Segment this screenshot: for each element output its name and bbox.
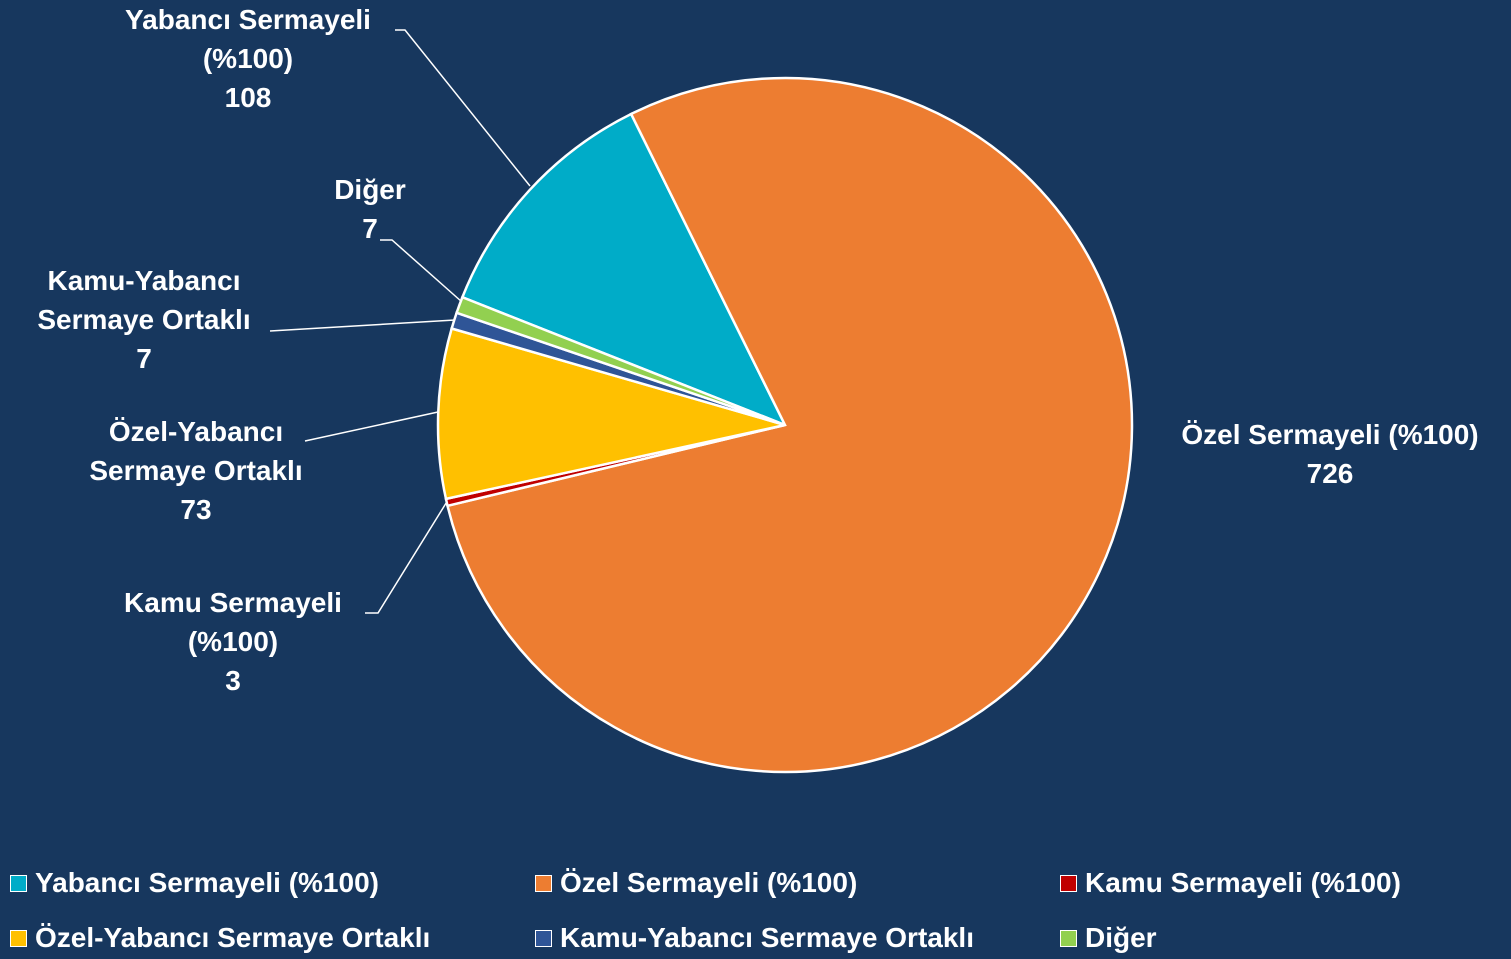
slice (455, 295, 786, 427)
label-value: 108 (224, 82, 272, 113)
slice (460, 112, 788, 428)
legend-swatch (535, 874, 552, 892)
data-label: Yabancı Sermayeli (%100) 108 (93, 0, 403, 117)
legend-swatch (1060, 929, 1077, 947)
label-value: 726 (1306, 458, 1354, 489)
data-label: Özel Sermayeli (%100) 726 (1130, 415, 1511, 493)
leader-line (304, 411, 439, 442)
leader-lines (269, 29, 531, 614)
label-name: Yabancı Sermayeli (%100) (125, 4, 371, 74)
legend-item: Özel-Yabancı Sermaye Ortaklı (10, 918, 430, 958)
legend-label: Yabancı Sermayeli (%100) (35, 867, 379, 898)
leader-line (365, 499, 449, 614)
label-name: Kamu Sermayeli (%100) (124, 587, 342, 657)
legend-item: Yabancı Sermayeli (%100) (10, 863, 379, 903)
label-name: Diğer (334, 174, 406, 205)
legend-label: Özel Sermayeli (%100) (560, 867, 858, 898)
legend-swatch (1060, 874, 1077, 892)
leader-line (380, 239, 463, 303)
data-label: Kamu-Yabancı Sermaye Ortaklı 7 (9, 261, 279, 378)
data-label: Diğer 7 (270, 170, 470, 248)
legend-label: Kamu-Yabancı Sermaye Ortaklı (560, 922, 974, 953)
legend-item: Özel Sermayeli (%100) (535, 863, 857, 903)
legend-item: Kamu Sermayeli (%100) (1060, 863, 1401, 903)
slice (436, 326, 786, 501)
label-value: 7 (362, 213, 378, 244)
legend-label: Kamu Sermayeli (%100) (1085, 867, 1401, 898)
legend-label: Diğer (1085, 922, 1157, 953)
legend-item: Kamu-Yabancı Sermaye Ortaklı (535, 918, 974, 958)
slices (436, 76, 1134, 774)
leader-line (269, 319, 456, 332)
legend-swatch (10, 929, 27, 947)
label-value: 73 (180, 494, 212, 525)
legend-swatch (10, 874, 27, 892)
slice (446, 76, 1134, 774)
label-value: 3 (225, 665, 241, 696)
data-label: Kamu Sermayeli (%100) 3 (98, 583, 368, 700)
legend-swatch (535, 929, 552, 947)
label-name: Kamu-Yabancı Sermaye Ortaklı (37, 265, 251, 335)
label-name: Özel-Yabancı Sermaye Ortaklı (89, 416, 303, 486)
label-name: Özel Sermayeli (%100) (1181, 419, 1479, 450)
data-label: Özel-Yabancı Sermaye Ortaklı 73 (61, 412, 331, 529)
label-value: 7 (136, 343, 152, 374)
legend-label: Özel-Yabancı Sermaye Ortaklı (35, 922, 431, 953)
legend-item: Diğer (1060, 918, 1157, 958)
leader-line (395, 29, 531, 187)
